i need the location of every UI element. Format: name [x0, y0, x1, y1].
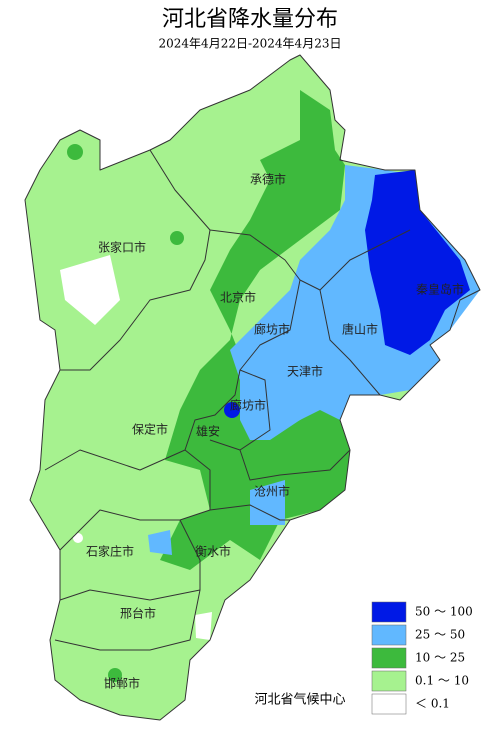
legend-swatch	[371, 624, 407, 646]
city-label: 秦皇岛市	[416, 282, 464, 297]
city-label: 承德市	[250, 172, 286, 187]
city-label: 沧州市	[254, 484, 290, 499]
legend-label: ＜ 0.1	[415, 697, 450, 711]
city-label: 廊坊市	[230, 398, 266, 413]
region-light-blue	[148, 530, 172, 555]
region-blue	[365, 170, 470, 355]
legend: 50 ～ 100 25 ～ 50 10 ～ 25 0.1 ～ 10 ＜ 0.1	[371, 601, 473, 715]
city-label: 天津市	[287, 364, 323, 379]
region-green	[108, 668, 122, 682]
region-white	[60, 255, 120, 325]
region-blue	[224, 402, 240, 418]
city-label: 邢台市	[120, 606, 156, 621]
region-white	[195, 612, 212, 640]
city-label: 邯郸市	[104, 676, 140, 691]
city-label: 张家口市	[98, 240, 146, 255]
region-green	[170, 231, 184, 245]
precip-map	[25, 55, 480, 720]
city-label: 雄安	[196, 424, 220, 439]
title: 河北省降水量分布	[162, 7, 338, 32]
city-label: 衡水市	[195, 544, 231, 559]
source: 河北省气候中心	[254, 692, 345, 708]
city-label: 石家庄市	[86, 544, 134, 559]
region-white	[73, 533, 83, 543]
legend-swatch	[371, 670, 407, 692]
legend-swatch	[371, 601, 407, 623]
legend-swatch	[371, 693, 407, 715]
city-label: 北京市	[220, 290, 256, 305]
borders	[24, 54, 481, 721]
region-light-blue	[250, 480, 285, 525]
legend-label: 0.1 ～ 10	[415, 674, 469, 688]
city-label: 廊坊市	[254, 322, 290, 337]
legend-label: 10 ～ 25	[415, 651, 465, 665]
region-green	[67, 144, 83, 160]
city-label: 保定市	[132, 422, 168, 437]
legend-swatch	[371, 647, 407, 669]
legend-label: 25 ～ 50	[415, 628, 465, 642]
legend-label: 50 ～ 100	[415, 605, 473, 619]
region-green	[160, 90, 350, 570]
subtitle: 2024年4月22日-2024年4月23日	[159, 37, 342, 51]
city-label: 唐山市	[342, 322, 378, 337]
